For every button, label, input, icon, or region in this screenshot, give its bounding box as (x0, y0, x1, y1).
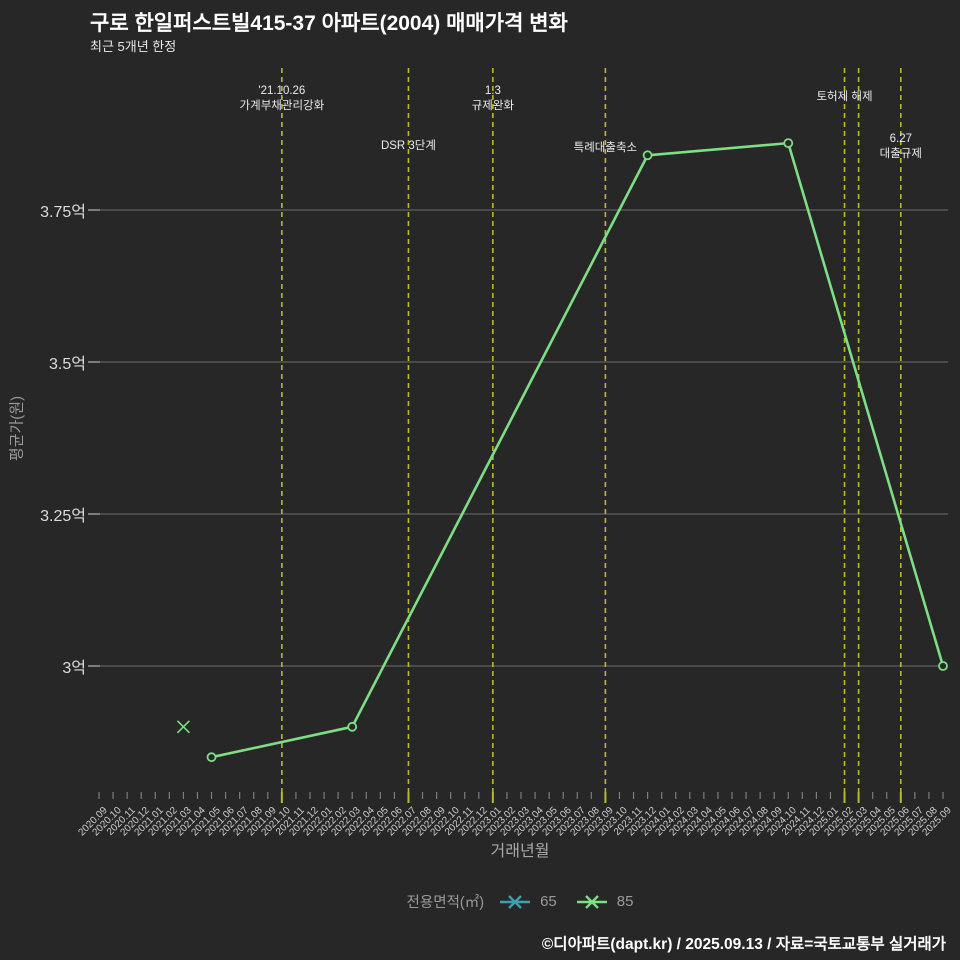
x-axis-title: 거래년월 (490, 843, 550, 860)
y-tick-label: 3.25억 (40, 508, 86, 525)
data-point-85 (783, 138, 794, 149)
x-marker-85 (176, 720, 190, 734)
y-tick-label: 3.5억 (49, 356, 86, 373)
legend-item-65[interactable]: 65 (498, 893, 557, 910)
legend-marker-icon (500, 894, 531, 909)
data-point-85 (206, 752, 217, 763)
event-annotation: 특례대출축소 (573, 142, 638, 154)
legend-marker-icon (576, 894, 607, 909)
footer-credit: ©디아파트(dapt.kr) / 2025.09.13 / 자료=국토교통부 실… (541, 936, 946, 953)
chart-subtitle: 최근 5개년 한정 (90, 39, 177, 54)
event-annotation: 6.27 대출규제 (879, 133, 922, 160)
chart-title: 구로 한일퍼스트빌415-37 아파트(2004) 매매가격 변화 (90, 12, 568, 35)
legend-item-label: 65 (540, 893, 557, 910)
event-annotation: DSR 3단계 (380, 140, 436, 152)
price-line-85 (211, 141, 945, 759)
legend-item-label: 85 (616, 893, 634, 910)
y-tick-label: 3.75억 (40, 204, 86, 221)
event-annotation: 토허제 해제 (816, 91, 873, 103)
event-annotation: 1.3 규제완화 (471, 85, 515, 112)
data-point-85 (347, 721, 358, 732)
event-annotation: '21.10.26 가계부채관리강화 (239, 85, 325, 112)
legend-item-85[interactable]: 85 (575, 893, 634, 910)
y-tick-label: 3억 (62, 660, 86, 677)
data-point-85 (938, 661, 948, 671)
data-point-85 (642, 150, 653, 161)
legend: 전용면적(㎡) 65 85 (0, 891, 960, 912)
legend-title: 전용면적(㎡) (406, 895, 485, 911)
